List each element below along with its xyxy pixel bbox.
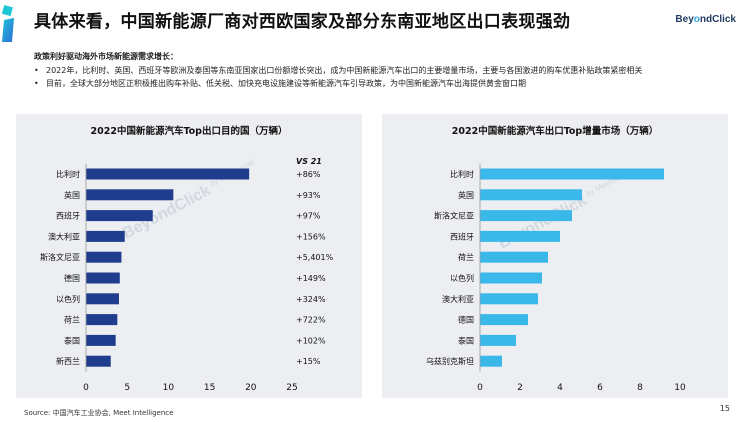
x-tick-label: 15 (204, 383, 215, 393)
x-tick-label: 10 (163, 383, 175, 393)
bar (480, 251, 548, 263)
x-tick-label: 8 (637, 383, 643, 393)
brand-logo: BeyondClick (675, 14, 736, 25)
category-label: 澳大利亚 (48, 231, 80, 241)
bar (86, 210, 153, 222)
x-tick-label: 2 (517, 383, 523, 393)
category-label: 德国 (458, 315, 474, 325)
category-label: 荷兰 (458, 252, 474, 262)
source-note: Source: 中国汽车工业协会, Meet Intelligence (24, 409, 174, 417)
growth-label: +102% (296, 336, 326, 345)
category-label: 德国 (64, 273, 80, 283)
category-label: 乌兹别克斯坦 (426, 356, 474, 366)
bar (480, 314, 528, 326)
growth-label: +86% (296, 170, 321, 179)
chart-panel-growth-markets: 2022中国新能源汽车出口Top增量市场（万辆） BeyondClick by Me… (382, 114, 728, 398)
x-tick-label: 25 (286, 383, 297, 393)
bar (480, 293, 538, 305)
bar (480, 210, 572, 222)
category-label: 斯洛文尼亚 (40, 252, 80, 262)
category-label: 泰国 (64, 335, 80, 345)
category-label: 比利时 (450, 169, 474, 179)
logo-text-start: Bey (675, 14, 694, 25)
bar (86, 189, 174, 201)
chart-title: 2022中国新能源汽车Top出口目的国（万辆） (91, 125, 288, 137)
bar (86, 168, 250, 180)
category-label: 澳大利亚 (442, 294, 474, 304)
bar (480, 355, 502, 367)
category-label: 西班牙 (450, 231, 474, 241)
category-label: 比利时 (56, 169, 80, 179)
intro-heading: 政策利好驱动海外市场新能源需求增长： (34, 52, 178, 61)
growth-label: +156% (296, 232, 326, 241)
watermark-text: BeyondClick (496, 192, 590, 253)
bar (480, 168, 664, 180)
growth-label: +15% (296, 357, 321, 366)
bar (86, 334, 116, 346)
intro-bullet-2: 目前，全球大部分地区正积极推出购车补贴、低关税、加快充电设施建设等新能源汽车引导… (34, 77, 724, 90)
category-label: 英国 (458, 190, 474, 200)
category-label: 荷兰 (64, 315, 80, 325)
bar (480, 334, 516, 346)
x-tick-label: 4 (557, 383, 563, 393)
bar (480, 272, 542, 284)
category-label: 斯洛文尼亚 (434, 211, 474, 221)
category-label: 西班牙 (56, 211, 80, 221)
intro-bullet-1: 2022年，比利时、英国、西班牙等欧洲及泰国等东南亚国家出口份额增长突出，成为中… (34, 64, 724, 77)
growth-label: +97% (296, 212, 321, 221)
category-label: 英国 (64, 190, 80, 200)
growth-label: +93% (296, 191, 321, 200)
bar (86, 293, 119, 305)
x-tick-label: 0 (83, 383, 89, 393)
category-label: 以色列 (450, 273, 474, 283)
intro-text: 政策利好驱动海外市场新能源需求增长： 2022年，比利时、英国、西班牙等欧洲及泰… (34, 50, 724, 90)
x-tick-label: 6 (597, 383, 603, 393)
logo-text-o: o (693, 14, 700, 25)
annotation-header: VS 21 (296, 157, 322, 166)
x-tick-label: 0 (477, 383, 483, 393)
bar (86, 272, 120, 284)
x-tick-label: 10 (674, 383, 686, 393)
x-tick-label: 20 (245, 383, 257, 393)
bar (86, 355, 111, 367)
bar (480, 189, 582, 201)
bar (86, 230, 125, 242)
bar (480, 230, 560, 242)
page-title: 具体来看，中国新能源厂商对西欧国家及部分东南亚地区出口表现强劲 (34, 12, 571, 32)
category-label: 以色列 (56, 294, 80, 304)
growth-label: +5,401% (296, 253, 334, 262)
category-label: 新西兰 (56, 356, 80, 366)
logo-text-end: ndClick (699, 14, 736, 25)
x-tick-label: 5 (124, 383, 130, 393)
bar (86, 314, 118, 326)
growth-label: +324% (296, 295, 326, 304)
accent-logo-shape (1, 5, 14, 42)
chart-title: 2022中国新能源汽车出口Top增量市场（万辆） (452, 125, 659, 137)
growth-label: +149% (296, 274, 326, 283)
growth-label: +722% (296, 316, 326, 325)
category-label: 泰国 (458, 335, 474, 345)
page-number: 15 (719, 404, 730, 413)
bar (86, 251, 122, 263)
